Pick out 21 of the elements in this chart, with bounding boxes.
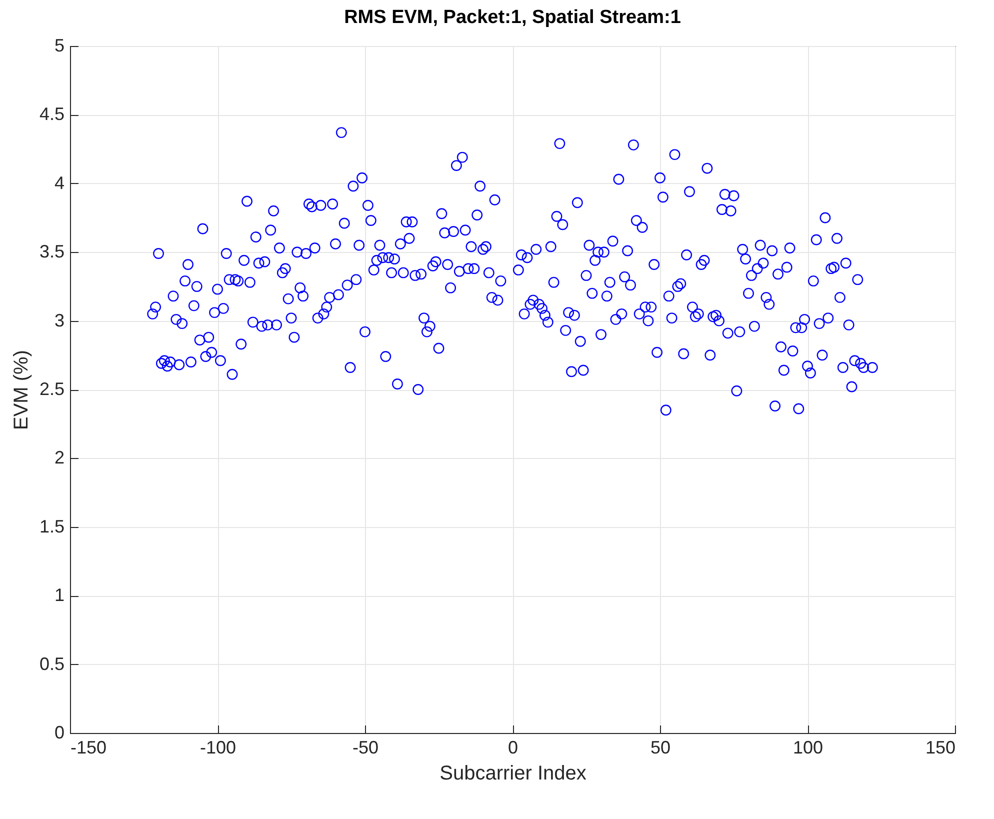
y-tick-label: 1 (54, 585, 64, 606)
chart-title: RMS EVM, Packet:1, Spatial Stream:1 (344, 7, 682, 28)
x-axis-title: Subcarrier Index (440, 762, 586, 784)
x-tick-label: 150 (925, 738, 956, 758)
y-axis-title: EVM (%) (10, 350, 32, 430)
y-tick-label: 3.5 (39, 242, 64, 262)
y-tick-label: 3 (54, 310, 64, 330)
x-tick-label: 50 (650, 738, 671, 758)
y-tick-label: 2 (54, 448, 64, 468)
x-tick-label: 100 (792, 738, 824, 758)
y-tick-label: 5 (54, 36, 64, 56)
y-tick-label: 1.5 (39, 516, 64, 536)
x-tick-label: 0 (508, 738, 518, 758)
x-tick-label: -100 (200, 738, 236, 758)
y-tick-label: 4 (54, 172, 64, 193)
y-tick-label: 0 (54, 722, 64, 742)
y-tick-label: 0.5 (39, 654, 64, 674)
y-tick-label: 2.5 (39, 379, 64, 399)
x-tick-label: -50 (352, 738, 379, 758)
y-tick-label: 4.5 (39, 104, 64, 124)
x-tick-label: -150 (70, 738, 107, 758)
